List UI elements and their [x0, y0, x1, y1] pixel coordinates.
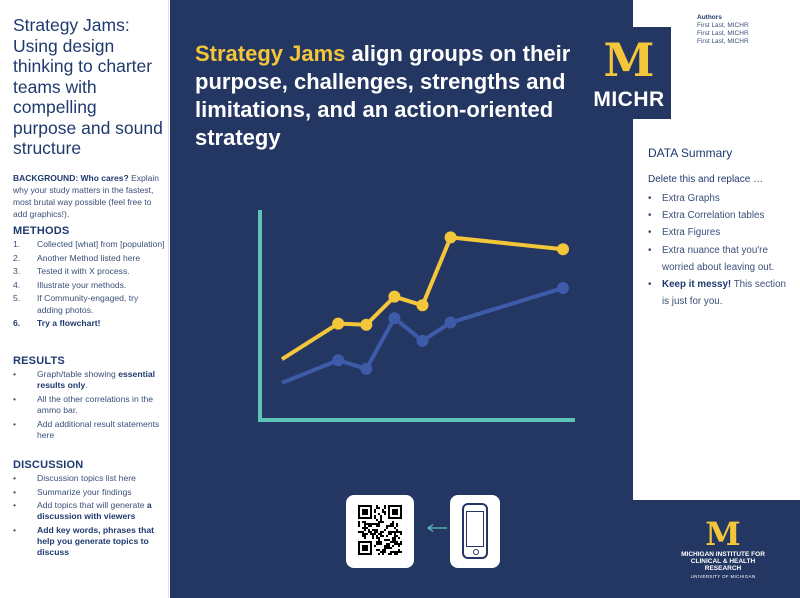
data-point	[388, 290, 401, 303]
list-item: • Add additional result statements here	[13, 418, 160, 440]
data-summary-heading: DATA Summary	[648, 146, 733, 160]
qr-code-icon	[358, 505, 402, 555]
authors-block: Authors First Last, MICHR First Last, MI…	[697, 14, 749, 46]
list-item: • Add key words, phrases that help you ge…	[13, 524, 155, 558]
logo-wordmark: MICHR	[593, 88, 665, 111]
block-m-logo: M	[603, 33, 655, 87]
block-m-logo: M	[705, 515, 741, 553]
data-point	[444, 316, 457, 329]
qr-code-card[interactable]	[346, 495, 414, 568]
smartphone-card	[450, 495, 500, 568]
list-item: • Keep it messy! This section is just for…	[648, 279, 786, 308]
methods-heading: METHODS	[13, 225, 70, 237]
line-chart	[258, 210, 575, 422]
methods-list: 1. Collected [what] from [population] 2. A…	[13, 239, 165, 332]
list-item: • Discussion topics list here	[13, 473, 136, 483]
list-item: 1. Collected [what] from [population]	[13, 239, 165, 249]
author-name: First Last, MICHR	[697, 30, 749, 37]
author-name: First Last, MICHR	[697, 22, 749, 29]
list-item: 6. Try a flowchart!	[13, 318, 101, 329]
data-point	[388, 312, 401, 325]
institute-name: MICHIGAN INSTITUTE FOR CLINICAL & HEALTH…	[681, 551, 765, 572]
list-item: • Summarize your findings	[13, 486, 132, 497]
list-item: 2. Another Method listed here	[13, 252, 141, 263]
headline-text: align groups on their purpose, challenge…	[195, 41, 571, 150]
data-point	[332, 317, 345, 330]
university-name: UNIVERSITY OF MICHIGAN	[690, 574, 756, 579]
data-point	[360, 318, 373, 331]
discussion-heading: DISCUSSION	[13, 459, 84, 471]
data-summary-list: • Extra Graphs • Extra Correlation tables …	[648, 190, 794, 310]
chart-axis	[258, 210, 575, 422]
data-point	[416, 299, 429, 312]
list-item: • Extra Correlation tables	[648, 210, 765, 222]
list-item: 3. Tested it with X process.	[13, 266, 130, 277]
headline: Strategy Jams align groups on their purp…	[195, 40, 605, 152]
michr-logo: M MICHR	[587, 27, 671, 119]
left-panel: Strategy Jams: Using design thinking to …	[0, 0, 169, 598]
list-item: • Extra nuance that you're worried about …	[648, 244, 775, 273]
results-list: • Graph/table showing essential results o…	[13, 369, 165, 443]
list-item: • All the other correlations in the ammo …	[13, 393, 154, 415]
list-item: • Extra Figures	[648, 227, 721, 239]
results-heading: RESULTS	[13, 355, 65, 367]
delete-instruction: Delete this and replace …	[648, 174, 764, 185]
background-paragraph: BACKGROUND: Who cares? Explain why your …	[13, 172, 163, 220]
list-item: • Graph/table showing essential results o…	[13, 369, 156, 391]
list-item: • Add topics that will generate a discuss…	[13, 500, 152, 522]
authors-label: Authors	[697, 14, 722, 21]
data-point	[557, 243, 569, 256]
poster-title: Strategy Jams: Using design thinking to …	[13, 15, 163, 158]
author-name: First Last, MICHR	[697, 38, 749, 45]
list-item: 4. Illustrate your methods.	[13, 279, 127, 290]
background-text: Explain why your study matters in the fa…	[13, 173, 159, 219]
list-item: 5. If Community-engaged, try adding photo…	[13, 293, 139, 315]
background-label: BACKGROUND: Who cares?	[13, 173, 129, 183]
smartphone-icon	[462, 503, 488, 559]
data-point	[360, 362, 373, 375]
arrow-left-icon	[426, 524, 447, 532]
data-point	[557, 282, 569, 295]
institute-logo: M MICHIGAN INSTITUTE FOR CLINICAL & HEAL…	[678, 518, 768, 579]
discussion-list: • Discussion topics list here • Summarize …	[13, 473, 165, 561]
data-point	[444, 231, 457, 244]
data-point	[332, 354, 345, 367]
data-point	[416, 334, 429, 347]
list-item: • Extra Graphs	[648, 193, 720, 204]
headline-highlight: Strategy Jams	[195, 41, 346, 66]
